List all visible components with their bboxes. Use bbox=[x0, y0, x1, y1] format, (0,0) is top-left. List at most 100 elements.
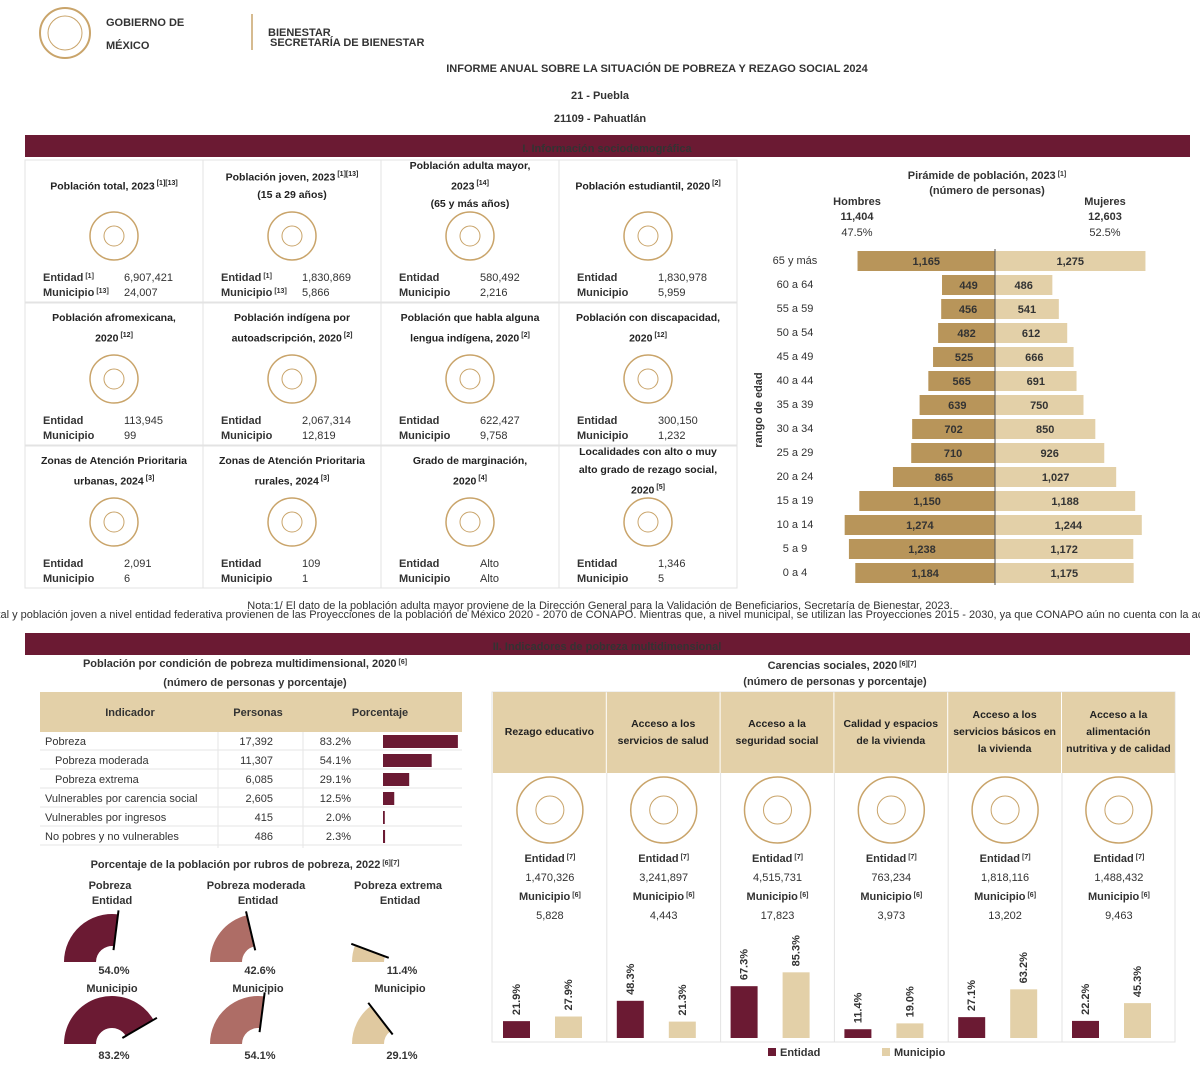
text: 525 bbox=[955, 352, 973, 364]
text: Municipio bbox=[577, 287, 629, 299]
gauge-needle bbox=[258, 992, 266, 1033]
text: 47.5% bbox=[841, 227, 872, 239]
text: 482 bbox=[957, 328, 975, 340]
row-percent: 2.0% bbox=[326, 812, 351, 824]
title-note: (65 y más años) bbox=[430, 198, 510, 211]
row-percent: 12.5% bbox=[320, 793, 351, 805]
card-icon-inner bbox=[103, 225, 125, 247]
text: Pobreza bbox=[89, 880, 133, 892]
bar-label: 525 bbox=[955, 352, 973, 364]
card-icon-inner bbox=[637, 368, 659, 390]
municipio-label: Municipio bbox=[577, 287, 629, 299]
municipio-value: 1,232 bbox=[658, 430, 686, 442]
bar-label: 1,172 bbox=[1050, 544, 1078, 556]
carencia-bar bbox=[616, 1000, 644, 1038]
gauge-municipio-value: 54.1% bbox=[244, 1050, 275, 1062]
text: Municipio bbox=[232, 983, 284, 995]
bar-label: 691 bbox=[1027, 376, 1045, 388]
municipio-value: 9,758 bbox=[480, 430, 508, 442]
card-title-text: Población afromexicana, 2020 [12] bbox=[39, 309, 189, 348]
bar-label: 565 bbox=[952, 376, 970, 388]
percent-bar bbox=[383, 792, 395, 805]
text: Municipio bbox=[1088, 891, 1140, 903]
pyramid-bar bbox=[928, 371, 995, 391]
pyramid-bar bbox=[919, 395, 995, 415]
text: Entidad bbox=[866, 853, 906, 865]
text: 1,346 bbox=[658, 558, 686, 570]
text: 21 - Puebla bbox=[571, 90, 630, 102]
gauge-municipio-value: 83.2% bbox=[98, 1050, 129, 1062]
text: 109 bbox=[302, 558, 320, 570]
bar-label: 1,188 bbox=[1051, 496, 1079, 508]
text: Nota: bbox=[247, 600, 273, 612]
card-title-text: Zonas de Atención Prioritaria urbanas, 2… bbox=[39, 452, 189, 491]
municipio-label: Municipio bbox=[43, 430, 95, 442]
carencia-icon-inner bbox=[649, 795, 679, 825]
row-percent: 2.3% bbox=[326, 831, 351, 843]
pyramid-bar bbox=[857, 251, 995, 271]
text: Municipio bbox=[221, 430, 273, 442]
text: Municipio bbox=[399, 573, 451, 585]
text: (número de personas y porcentaje) bbox=[163, 677, 347, 689]
card-icon-inner bbox=[281, 225, 303, 247]
text: 1/ El dato de la población adulta mayor … bbox=[274, 600, 953, 612]
series-name: Mujeres bbox=[1084, 196, 1126, 208]
category-label: 55 a 59 bbox=[777, 303, 814, 315]
agency-sub: SECRETARÍA DE BIENESTAR bbox=[270, 36, 424, 49]
text: Municipio bbox=[894, 1047, 946, 1059]
text: 565 bbox=[952, 376, 970, 388]
carencia-bar bbox=[730, 986, 758, 1038]
municipio-value: 17,823 bbox=[761, 910, 795, 922]
text: Entidad bbox=[577, 558, 617, 570]
reference: [2] bbox=[712, 179, 721, 187]
municipio-value: 5,828 bbox=[536, 910, 564, 922]
text: 2/ Los datos de población total y poblac… bbox=[0, 609, 1200, 621]
pyramid-bar bbox=[995, 515, 1142, 535]
carencias-panel bbox=[491, 691, 1176, 1043]
text: Vulnerables por carencia social bbox=[45, 793, 197, 805]
text: 1,175 bbox=[1051, 568, 1079, 580]
bar-label: 85.3% bbox=[791, 935, 803, 966]
category-label: 45 a 49 bbox=[777, 351, 814, 363]
text: Entidad bbox=[221, 415, 261, 427]
municipio-value: 3,973 bbox=[878, 910, 906, 922]
entidad-label: Entidad bbox=[577, 415, 617, 427]
bar-label: 666 bbox=[1025, 352, 1043, 364]
text: 17,823 bbox=[761, 910, 795, 922]
text: 67.3% bbox=[739, 949, 751, 980]
text: Municipio bbox=[519, 891, 571, 903]
bar-label: 1,175 bbox=[1051, 568, 1079, 580]
text: 2,605 bbox=[245, 793, 273, 805]
text: 27.9% bbox=[563, 979, 575, 1010]
entidad-label: Entidad [1] bbox=[221, 272, 272, 284]
text: Porcentaje bbox=[352, 707, 408, 719]
pyramid-bar bbox=[995, 491, 1136, 511]
text: 9,758 bbox=[480, 430, 508, 442]
text: 11,404 bbox=[840, 211, 874, 223]
text: 622,427 bbox=[480, 415, 520, 427]
text: 12.5% bbox=[320, 793, 351, 805]
entidad-value: 3,241,897 bbox=[639, 872, 688, 884]
carencia-header bbox=[493, 692, 606, 773]
pyramid-bar bbox=[995, 299, 1059, 319]
text: 1,830,869 bbox=[302, 272, 351, 284]
entidad-label: Entidad [7] bbox=[980, 853, 1031, 865]
carencia-bar bbox=[958, 1017, 986, 1038]
text: 6 bbox=[124, 573, 130, 585]
municipio-value: 12,819 bbox=[302, 430, 336, 442]
row-persons: 2,605 bbox=[245, 793, 273, 805]
municipio-value: 2,216 bbox=[480, 287, 508, 299]
municipality: 21109 - Pahuatlán bbox=[554, 113, 647, 125]
entidad-label: Entidad bbox=[577, 558, 617, 570]
card-title-text: Localidades con alto o muy alto grado de… bbox=[573, 443, 723, 500]
text: 1,172 bbox=[1050, 544, 1078, 556]
text: 22.2% bbox=[1080, 983, 1092, 1014]
carencia-bar bbox=[503, 1021, 530, 1038]
pyramid-bar bbox=[995, 323, 1068, 343]
gauge-municipio-label: Municipio bbox=[232, 983, 284, 995]
pyramid-bar bbox=[933, 347, 995, 367]
card-icon bbox=[623, 354, 673, 404]
reference: [1][13] bbox=[337, 170, 359, 178]
row-persons: 6,085 bbox=[245, 774, 273, 786]
legend-swatch bbox=[768, 1048, 776, 1056]
